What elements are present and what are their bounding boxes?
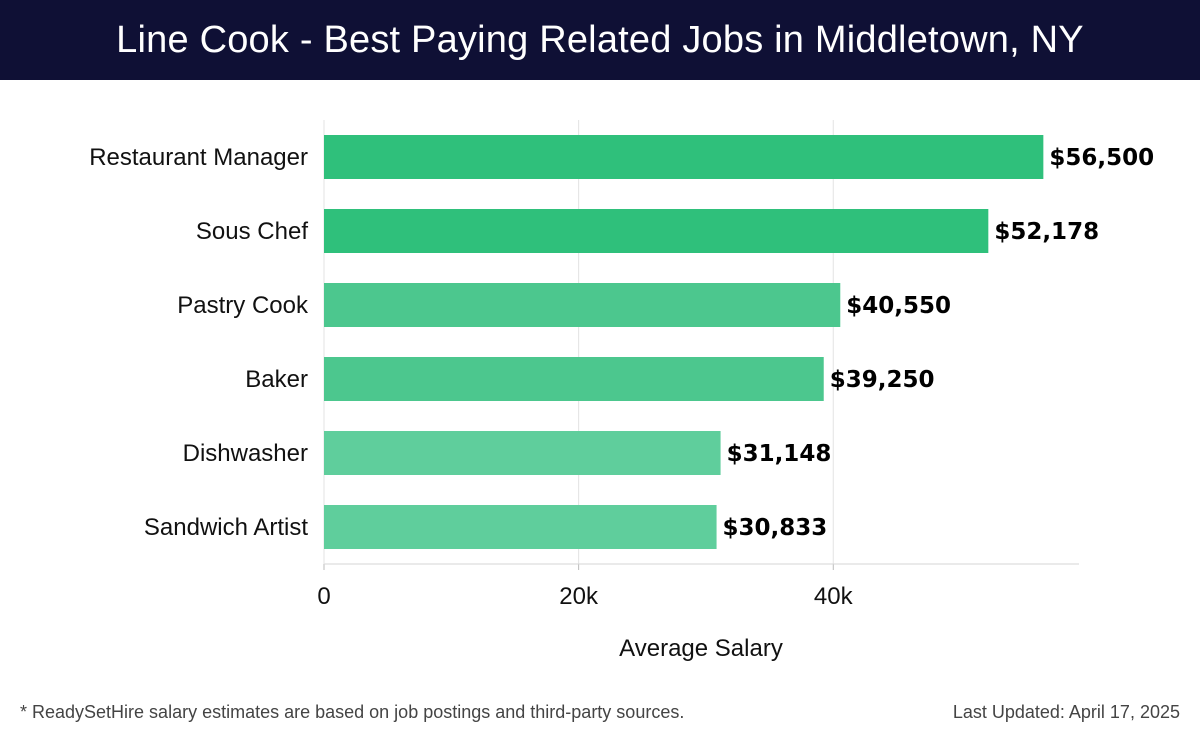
chart-header: Line Cook - Best Paying Related Jobs in … — [0, 0, 1200, 80]
category-label: Restaurant Manager — [89, 144, 308, 171]
category-label: Dishwasher — [183, 440, 308, 467]
grid-layer — [323, 120, 1079, 570]
x-axis-title: Average Salary — [619, 635, 783, 662]
x-tick-label: 0 — [317, 583, 330, 610]
chart-title: Line Cook - Best Paying Related Jobs in … — [116, 18, 1084, 61]
value-label: $40,550 — [846, 293, 951, 319]
value-label: $39,250 — [830, 367, 935, 393]
bar-layer — [324, 135, 1044, 549]
bar — [324, 505, 717, 549]
category-label: Sous Chef — [196, 218, 308, 245]
value-label: $30,833 — [723, 515, 828, 541]
last-updated: Last Updated: April 17, 2025 — [952, 702, 1180, 722]
label-layer: 0 20k 40k Restaurant Manager $56,500 Sous Che… — [89, 144, 1154, 610]
bar-chart: 0 20k 40k Restaurant Manager $56,500 Sous Che… — [89, 120, 1154, 662]
category-label: Baker — [245, 366, 308, 393]
x-tick-label: 40k — [814, 583, 854, 610]
bar — [324, 283, 841, 327]
category-label: Pastry Cook — [177, 292, 309, 319]
bar — [324, 209, 989, 253]
bar — [324, 431, 721, 475]
value-label: $56,500 — [1049, 145, 1154, 171]
category-label: Sandwich Artist — [144, 514, 308, 541]
value-label: $52,178 — [994, 219, 1099, 245]
footnote: * ReadySetHire salary estimates are base… — [20, 702, 685, 722]
bar — [324, 135, 1044, 179]
bar — [324, 357, 824, 401]
value-label: $31,148 — [727, 441, 832, 467]
x-tick-label: 20k — [559, 583, 599, 610]
